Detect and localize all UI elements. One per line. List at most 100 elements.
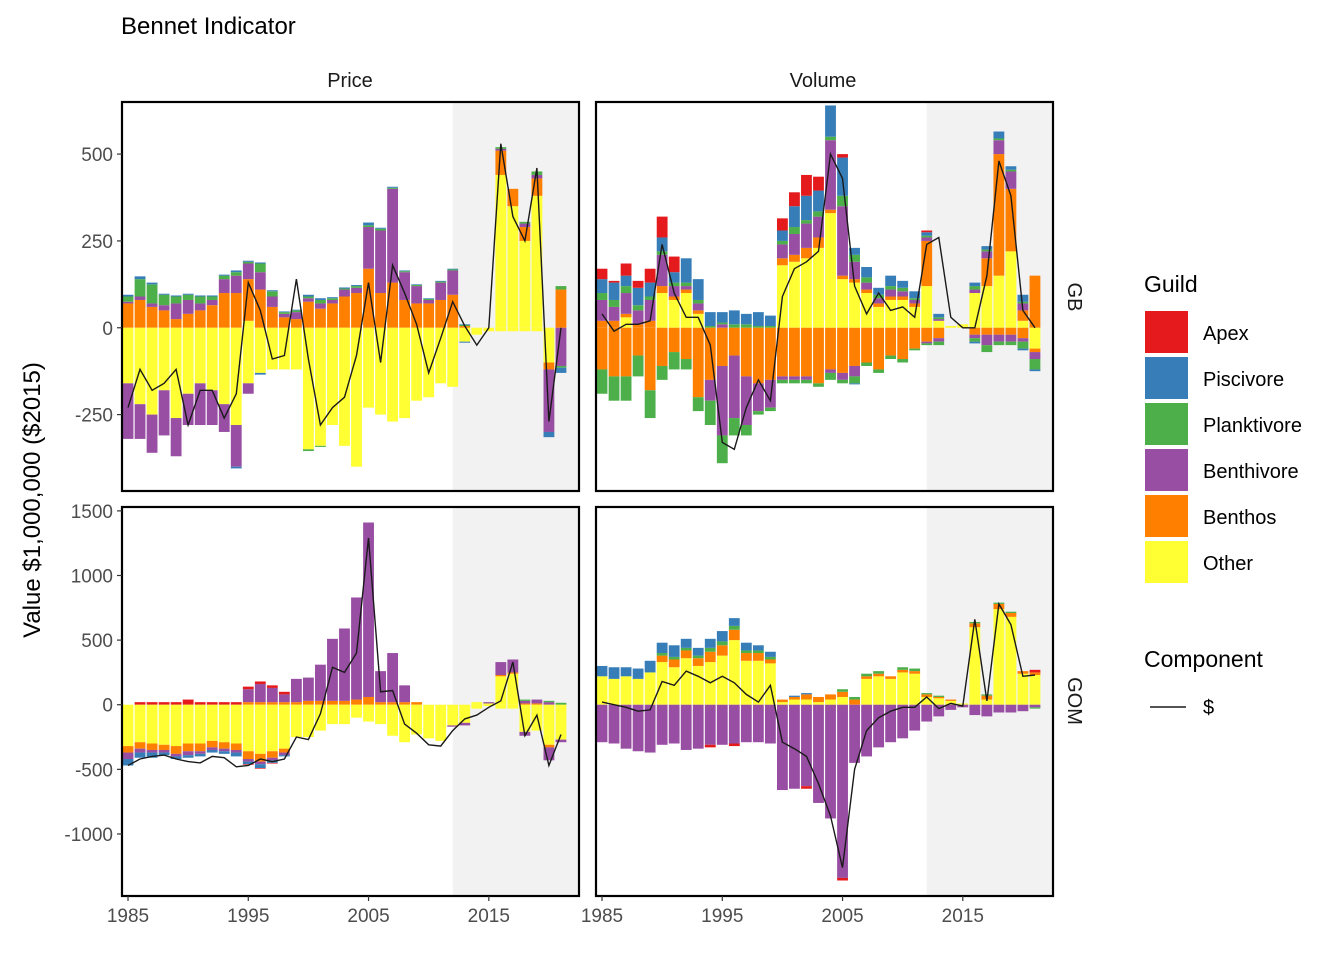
bar-neg-benthivore-2004 [825, 704, 836, 819]
bar-other-2003 [813, 247, 824, 328]
bar-apex-1985 [596, 268, 608, 280]
bar-benthos-2005 [363, 696, 374, 705]
bar-neg-piscivore-2021 [1029, 369, 1041, 372]
bar-apex-1987 [146, 702, 158, 705]
bar-neg-other-2016 [495, 327, 507, 332]
bar-other-2010 [897, 672, 909, 705]
bar-piscivore-2001 [789, 695, 800, 697]
bar-piscivore-2001 [789, 206, 800, 228]
bar-neg-benthivore-2021 [555, 739, 567, 743]
bar-neg-other-1994 [230, 327, 242, 426]
bar-neg-piscivore-2020 [1017, 348, 1029, 351]
bar-piscivore-1999 [290, 309, 302, 311]
legend-label-apex: Apex [1203, 323, 1249, 345]
bar-benthos-1993 [692, 658, 704, 666]
bar-planktivore-2000 [302, 296, 314, 299]
bar-benthos-2012 [921, 240, 933, 287]
total-value-line [601, 151, 1036, 451]
bar-other-2008 [873, 676, 885, 705]
bar-piscivore-2001 [315, 298, 326, 300]
bar-planktivore-2018 [519, 699, 531, 701]
bar-neg-benthivore-2011 [909, 704, 921, 731]
bar-other-2007 [861, 293, 873, 328]
bar-neg-benthos-2016 [969, 327, 981, 335]
chart-title: Bennet Indicator [121, 13, 296, 40]
y-tick-label: 500 [81, 145, 113, 166]
bar-neg-benthos-1985 [596, 327, 608, 370]
x-tick-label: 1995 [701, 906, 743, 927]
bar-neg-benthivore-1987 [146, 414, 158, 453]
bar-benthos-2021 [555, 289, 567, 328]
bar-planktivore-2017 [981, 694, 993, 696]
bar-neg-planktivore-2013 [933, 341, 945, 346]
bar-neg-benthivore-1992 [680, 704, 692, 750]
total-value-line [127, 143, 562, 428]
bar-other-1986 [608, 678, 620, 705]
bar-neg-benthivore-2001 [789, 376, 800, 380]
bar-other-2015 [483, 703, 495, 705]
bar-neg-benthivore-2021 [1029, 704, 1041, 708]
bar-neg-other-1989 [170, 704, 182, 747]
bar-neg-benthivore-1993 [692, 704, 704, 749]
bar-benthos-1994 [704, 651, 716, 663]
bar-piscivore-1996 [254, 262, 266, 264]
bar-benthos-2000 [302, 700, 314, 705]
bar-neg-benthos-1994 [230, 743, 242, 750]
bar-other-2004 [825, 213, 836, 328]
bar-piscivore-2003 [339, 287, 350, 289]
bar-neg-benthos-1993 [692, 327, 704, 398]
bar-benthos-2003 [339, 296, 350, 328]
bar-benthos-2004 [351, 293, 362, 328]
bar-benthivore-1988 [632, 310, 644, 325]
bar-benthos-2008 [399, 702, 411, 705]
bar-neg-benthivore-1986 [134, 748, 146, 753]
bar-other-1997 [740, 660, 752, 705]
bar-benthos-1999 [764, 659, 776, 664]
bar-planktivore-1985 [596, 293, 608, 300]
bar-neg-piscivore-1985 [122, 759, 134, 766]
bar-neg-benthos-1992 [206, 740, 218, 748]
bar-benthos-2008 [399, 299, 411, 328]
bar-benthos-2002 [327, 303, 338, 328]
bar-benthos-1993 [692, 310, 704, 314]
bar-neg-other-2016 [495, 704, 507, 709]
bar-piscivore-2009 [885, 275, 897, 287]
bar-neg-planktivore-2000 [302, 449, 314, 452]
bar-other-2016 [495, 174, 507, 328]
bar-benthos-1990 [182, 313, 194, 328]
bar-benthos-2004 [825, 209, 836, 214]
bar-piscivore-1997 [266, 290, 278, 292]
bar-neg-benthivore-1985 [596, 704, 608, 743]
bar-piscivore-2006 [849, 247, 860, 255]
bar-neg-benthivore-2004 [825, 369, 836, 373]
bar-neg-other-2005 [363, 327, 374, 408]
bar-benthivore-1990 [656, 254, 668, 287]
bar-other-2021 [1029, 675, 1041, 705]
bar-benthos-1985 [596, 320, 608, 328]
bar-planktivore-2021 [555, 286, 567, 290]
bar-benthivore-2006 [849, 261, 860, 280]
bar-piscivore-2016 [969, 282, 981, 287]
bar-neg-benthivore-2012 [921, 704, 933, 722]
bar-benthivore-2007 [387, 188, 399, 283]
bar-planktivore-2006 [849, 254, 860, 262]
bar-benthos-2003 [339, 700, 350, 705]
bar-planktivore-1995 [716, 322, 728, 325]
bar-benthivore-2008 [399, 272, 411, 300]
bar-benthos-2001 [315, 308, 326, 328]
bar-benthos-1996 [728, 629, 740, 641]
bar-neg-other-2019 [531, 327, 543, 332]
bar-benthos-2021 [1029, 275, 1041, 328]
bar-benthivore-1998 [278, 313, 290, 318]
bar-neg-other-2014 [471, 327, 483, 335]
bar-planktivore-1987 [146, 284, 158, 304]
bar-planktivore-1996 [254, 263, 266, 273]
bar-benthivore-2015 [483, 702, 495, 704]
bar-benthivore-2008 [873, 298, 885, 304]
bar-neg-benthivore-1991 [194, 383, 206, 426]
bar-other-2020 [1017, 673, 1029, 705]
bar-neg-other-2011 [435, 704, 447, 741]
x-tick-label: 2005 [821, 906, 863, 927]
bar-benthivore-2012 [447, 270, 459, 295]
bar-neg-other-1995 [242, 327, 254, 384]
